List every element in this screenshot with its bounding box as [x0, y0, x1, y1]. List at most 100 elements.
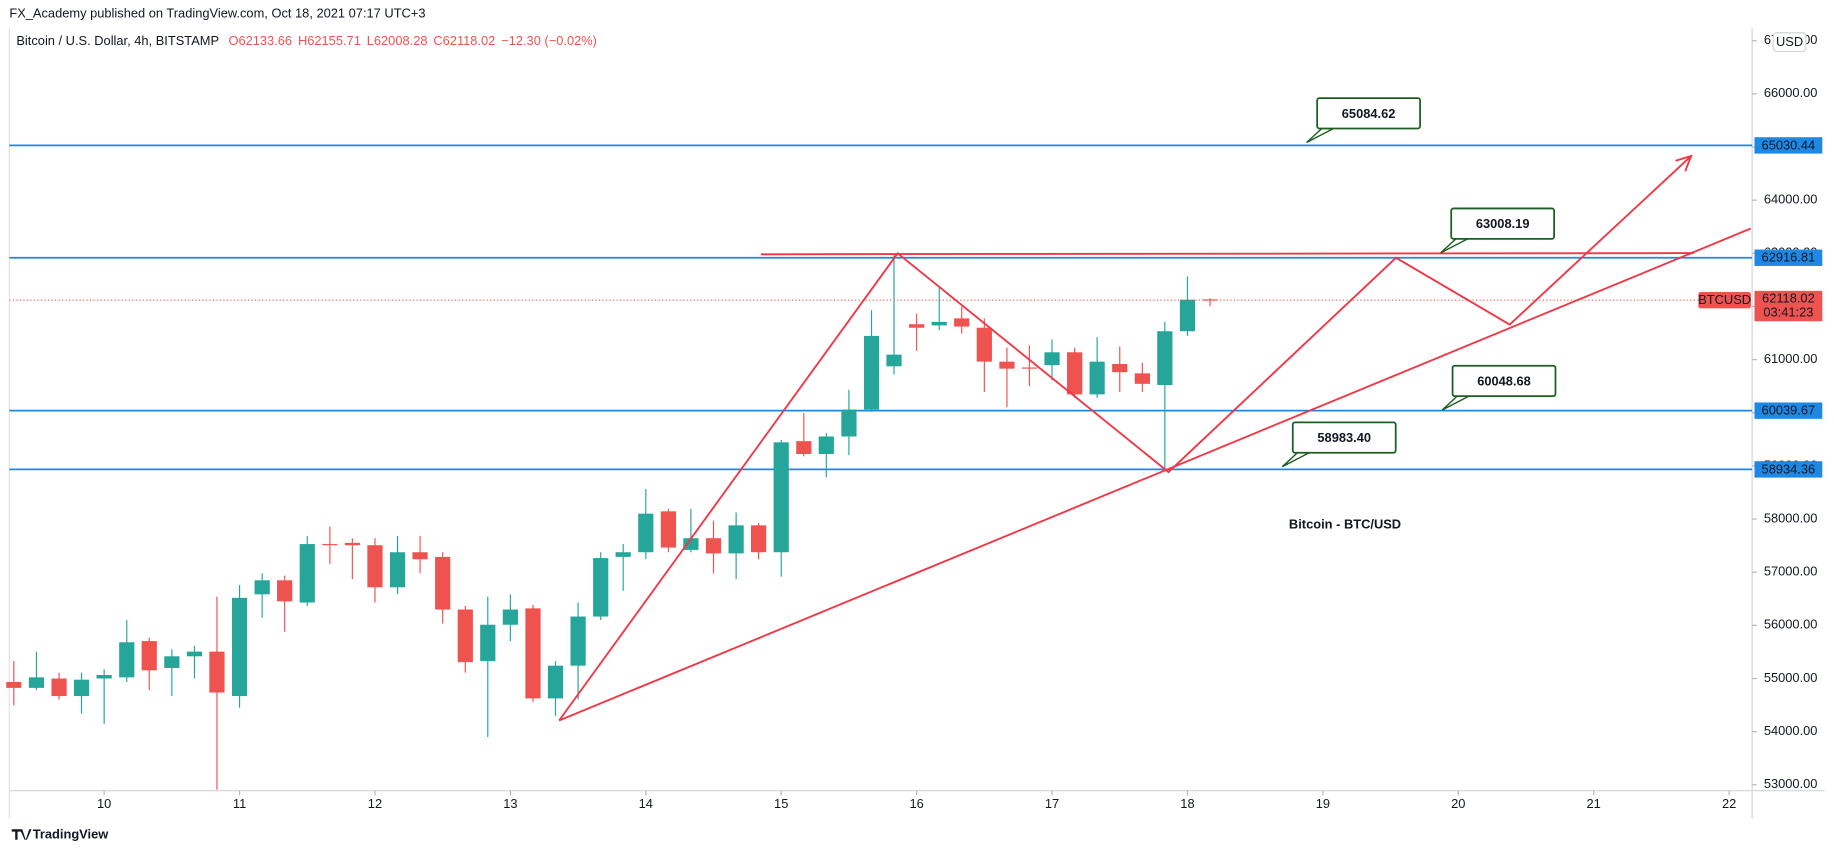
countdown-label: 03:41:23 [1763, 304, 1813, 319]
level-label-box [1754, 137, 1823, 154]
y-tick-label: 66000.00 [1764, 85, 1818, 100]
candle-body [1067, 352, 1083, 395]
candle-body [976, 327, 992, 362]
candle-body [954, 318, 970, 327]
candle-body [1112, 363, 1128, 373]
level-label: 60039.67 [1762, 403, 1816, 418]
pattern-line [558, 227, 1752, 722]
candle-body [570, 616, 586, 666]
candle-body [141, 641, 157, 671]
candle-body [6, 682, 22, 688]
y-tick-label: 53000.00 [1764, 776, 1818, 791]
candle-body [322, 544, 338, 546]
candle-body [818, 436, 834, 455]
candle-body [231, 597, 248, 697]
arrow-head [1675, 154, 1693, 172]
y-tick-label: 64000.00 [1764, 192, 1818, 207]
candle-body [660, 511, 677, 548]
x-tick-label: 10 [97, 796, 111, 811]
candle-body [209, 651, 225, 693]
candle-body [931, 321, 947, 326]
legend: Bitcoin / U.S. Dollar, 4h, BITSTAMP O6213… [16, 33, 597, 48]
footer-logo: TradingView [33, 826, 110, 841]
x-tick-label: 22 [1722, 796, 1736, 811]
x-tick-label: 12 [368, 796, 382, 811]
candle-body [28, 677, 45, 688]
page-header: FX_Academy published on TradingView.com,… [9, 5, 425, 20]
y-tick-label: 57000.00 [1764, 564, 1818, 579]
current-price-box [1754, 290, 1823, 322]
ohlc-change: −12.30 (−0.02%) [501, 33, 597, 48]
y-tick-label: 58000.00 [1764, 510, 1818, 525]
y-tick-label: 55000.00 [1764, 670, 1818, 685]
candle-body [1021, 367, 1038, 369]
symbol-box [1698, 292, 1751, 309]
candle-body [119, 642, 135, 678]
legend-title: Bitcoin / U.S. Dollar, 4h, BITSTAMP [16, 33, 219, 48]
x-tick-label: 19 [1316, 796, 1330, 811]
candle-body [435, 556, 451, 610]
candle-body [705, 538, 722, 554]
pattern-line [558, 155, 1692, 722]
candle-body [909, 324, 925, 328]
candle-body [389, 552, 406, 588]
x-tick-label: 17 [1045, 796, 1059, 811]
x-tick-label: 14 [639, 796, 653, 811]
x-tick-label: 16 [909, 796, 923, 811]
candle-body [277, 580, 293, 602]
callout-label: 65084.62 [1342, 106, 1396, 121]
candle-body [593, 558, 609, 617]
callout-box [1291, 421, 1397, 454]
level-label-box [1754, 249, 1823, 266]
callout-box [1451, 364, 1557, 398]
candle-body [638, 513, 654, 553]
candle-body [863, 335, 880, 410]
candle-body [1134, 373, 1150, 384]
logo-icon [11, 829, 32, 840]
level-label: 65030.44 [1762, 137, 1816, 152]
candle-body [1044, 352, 1060, 366]
candle-body [502, 609, 518, 625]
pattern-line [760, 252, 1694, 256]
candle-body [254, 580, 270, 595]
currency-button [1772, 32, 1807, 53]
x-tick-label: 21 [1587, 796, 1601, 811]
candle-body [96, 675, 112, 679]
y-tick-label: 56000.00 [1764, 617, 1818, 632]
candle-body [164, 656, 180, 668]
candle-body [750, 525, 767, 553]
callout-label: 63008.19 [1476, 216, 1530, 231]
callout-box [1450, 207, 1556, 240]
callout-box [1316, 97, 1421, 130]
candle-body [1089, 361, 1105, 395]
level-label: 62916.81 [1762, 250, 1816, 265]
y-tick-label: 54000.00 [1764, 723, 1818, 738]
candle-body [841, 409, 857, 437]
callout-label: 58983.40 [1317, 430, 1371, 445]
candle-body [299, 544, 315, 603]
ohlc-close: C62118.02 [433, 33, 495, 48]
x-tick-label: 11 [233, 796, 246, 811]
candle-body [886, 354, 902, 367]
candle-body [367, 545, 383, 588]
candle-body [480, 624, 496, 661]
x-tick-label: 18 [1180, 796, 1194, 811]
candle-body [51, 678, 67, 697]
y-tick-label: 61000.00 [1764, 351, 1818, 366]
candle-body [525, 608, 541, 699]
level-label-box [1754, 461, 1823, 478]
callout-label: 60048.68 [1477, 374, 1531, 389]
candle-body [186, 651, 203, 657]
x-tick-label: 20 [1451, 796, 1465, 811]
ohlc-low: L62008.28 [367, 33, 428, 48]
current-price-label: 62118.02 [1762, 290, 1815, 305]
candle-body [999, 361, 1015, 369]
candle-body [773, 442, 789, 553]
level-label-box [1754, 402, 1823, 419]
candle-body [728, 525, 744, 554]
ohlc-high: H62155.71 [298, 33, 361, 48]
candle-body [73, 679, 90, 697]
candle-body [683, 538, 699, 550]
